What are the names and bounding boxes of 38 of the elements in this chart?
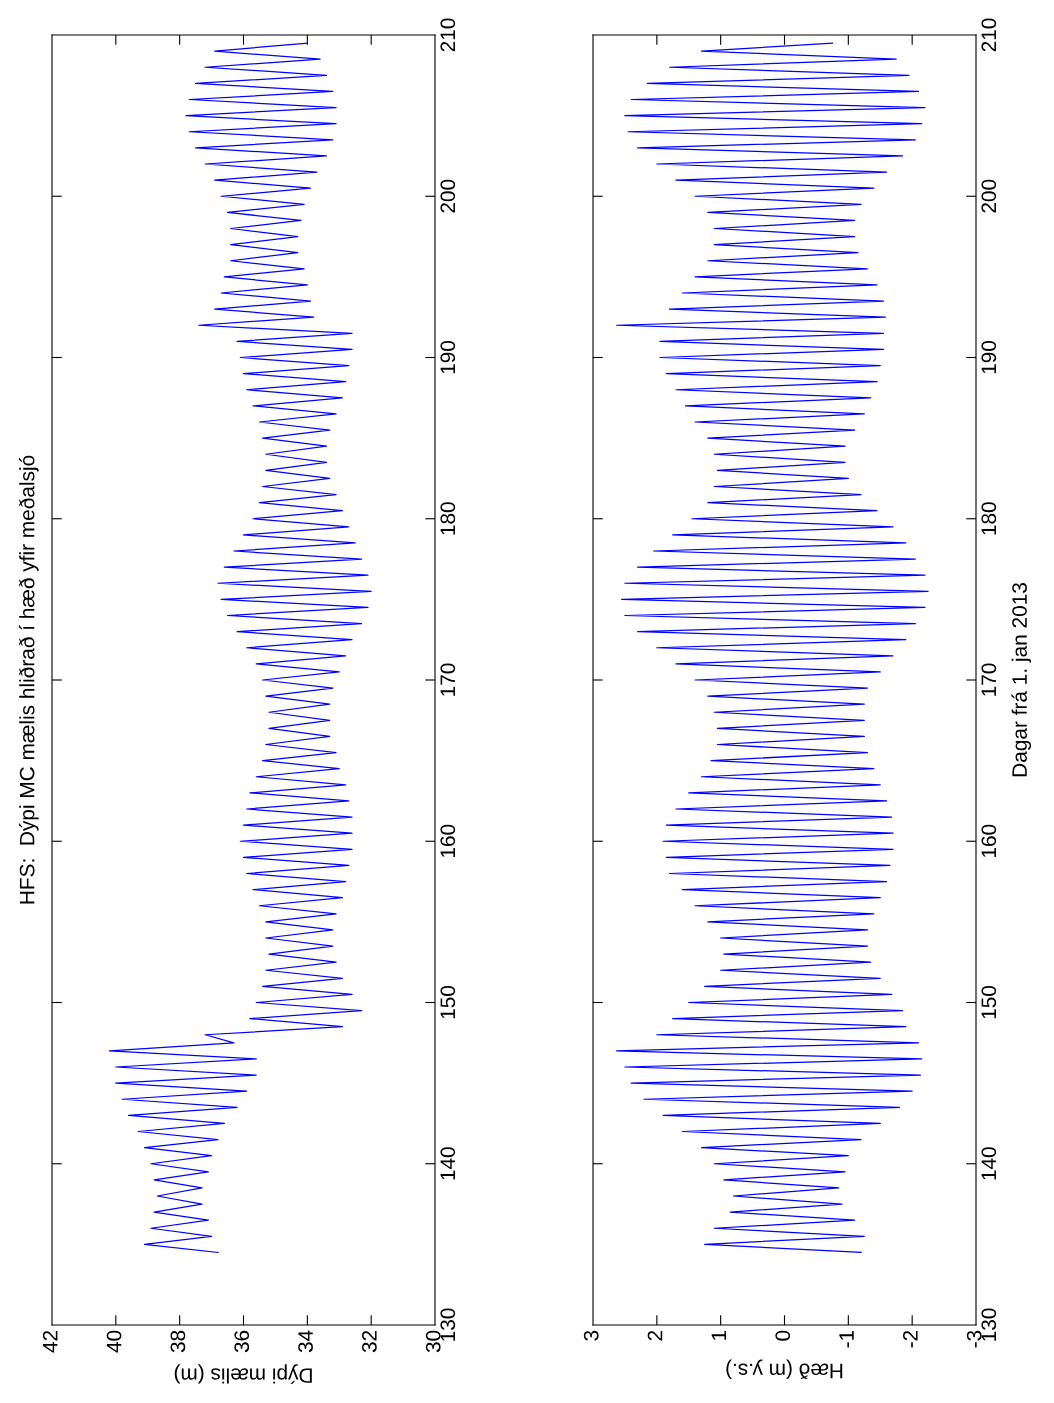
y-tick-label: 200 [981,179,997,213]
y-tick-label: 150 [981,985,997,1019]
x-axis-title: Hæð (m y.s.) [726,1359,843,1380]
line-series [108,42,372,1254]
y-axis-title: Dagar frá 1. jan 2013 [1011,583,1032,777]
y-tick-label: 210 [981,18,997,52]
x-tick-label: 36 [234,1330,250,1353]
x-tick-label: 38 [170,1330,186,1353]
x-tick-label: 3 [583,1330,599,1341]
y-tick-label: 160 [440,824,456,858]
y-tick-label: 140 [981,1147,997,1180]
y-tick-label: 180 [981,502,997,535]
y-tick-label: 140 [440,1147,456,1180]
line-series [615,42,929,1254]
y-tick-label: 130 [440,1308,456,1341]
x-tick-label: 32 [362,1330,377,1353]
x-tick-label: 2 [647,1330,663,1341]
x-tick-label: 30 [425,1330,441,1353]
y-tick-label: 160 [981,824,997,858]
y-tick-label: 150 [440,985,456,1019]
y-tick-label: 170 [981,663,997,696]
x-tick-label: 0 [775,1330,791,1341]
x-axis-title: Dýpi mælis (m) [174,1364,312,1384]
text: HFS: Dýpi MC mælis hliðrað í hæð yfir meðalsjó [18,455,39,904]
x-tick-label: 40 [106,1330,122,1353]
x-tick-label: -2 [903,1330,918,1348]
x-tick-label: -3 [966,1330,982,1348]
y-tick-label: 200 [440,179,456,213]
y-tick-label: 180 [440,502,456,535]
y-tick-label: 190 [440,340,456,374]
y-tick-label: 210 [440,18,456,52]
x-tick-label: -1 [839,1330,854,1348]
y-tick-label: 190 [981,340,997,374]
x-tick-label: 1 [711,1330,727,1340]
y-tick-label: 170 [440,663,456,696]
x-tick-label: 42 [42,1330,58,1353]
x-tick-label: 34 [298,1330,313,1353]
y-tick-label: 130 [981,1308,997,1341]
